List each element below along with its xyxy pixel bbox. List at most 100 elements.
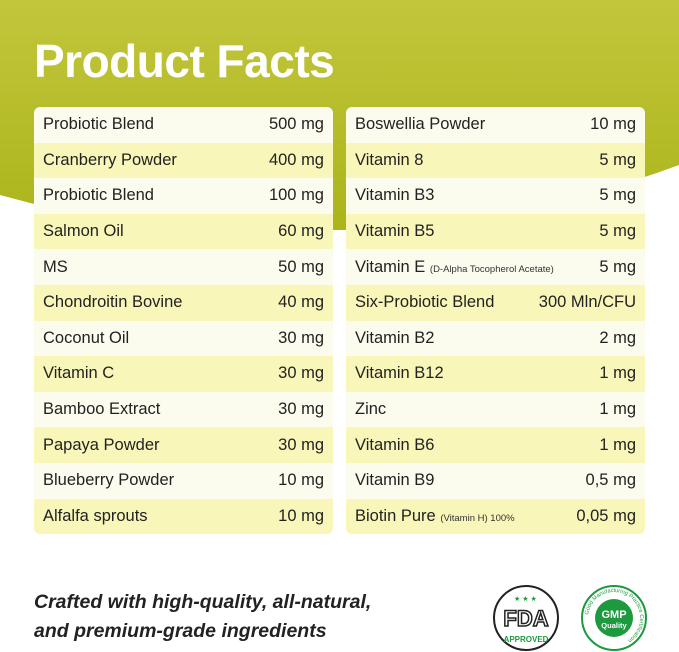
fda-mark: FDA [503,606,548,631]
gmp-label: Quality [601,621,627,630]
fact-row: Vitamin B2 2 mg [346,320,645,357]
ingredient-note: (D-Alpha Tocopherol Acetate) [429,263,554,275]
fda-approved-badge: ★ ★ ★ FDA APPROVED [493,585,559,651]
fact-row: Salmon Oil 60 mg [34,213,333,250]
ingredient-label: Probiotic Blend [43,115,154,134]
fact-row: Vitamin B9 0,5 mg [346,462,645,499]
badge-ring [493,585,559,651]
fact-row: Papaya Powder 30 mg [34,427,333,463]
ingredient-label: Probiotic Blend [43,186,154,205]
ingredient-name: Vitamin E (D-Alpha Tocopherol Acetate) [355,258,554,277]
fact-row: MS 50 mg [34,249,333,285]
ingredient-name: Vitamin B5 [355,222,435,241]
fact-row: Vitamin B12 1 mg [346,356,645,392]
ingredient-label: Chondroitin Bovine [43,293,183,312]
ingredient-name: Salmon Oil [43,222,124,241]
stars-icon: ★ ★ ★ [514,595,537,603]
ingredient-amount: 30 mg [278,328,324,347]
fda-status: APPROVED [504,635,549,644]
facts-table-left: Probiotic Blend 500 mg Cranberry Powder 400… [34,107,333,535]
fact-row: Vitamin B5 5 mg [346,213,645,250]
ingredient-label: Vitamin E [355,257,426,276]
fact-row: Bamboo Extract 30 mg [34,391,333,428]
ingredient-label: Vitamin 8 [355,150,424,169]
ingredient-name: Vitamin B6 [355,436,435,455]
ingredient-label: Salmon Oil [43,222,124,241]
ingredient-name: Vitamin B9 [355,471,435,490]
ingredient-name: Vitamin B3 [355,186,435,205]
fact-row: Vitamin B3 5 mg [346,178,645,214]
ingredient-amount: 10 mg [278,506,324,525]
ingredient-amount: 2 mg [599,328,636,347]
tagline-line-2: and premium-grade ingredients [34,620,327,642]
ingredient-label: Vitamin B12 [355,364,444,383]
fact-row: Coconut Oil 30 mg [34,320,333,357]
ingredient-name: Probiotic Blend [43,115,154,134]
ingredient-label: MS [43,257,68,276]
ingredient-label: Vitamin B6 [355,435,435,454]
ingredient-label: Alfalfa sprouts [43,506,148,525]
ingredient-label: Coconut Oil [43,328,130,347]
ingredient-note: (Vitamin H) 100% [440,512,515,524]
ingredient-name: Alfalfa sprouts [43,507,148,526]
gmp-quality-badge: Good Manufacturing Practice Certificatio… [581,585,647,651]
ingredient-name: Probiotic Blend [43,186,154,205]
ingredient-label: Vitamin B2 [355,328,435,347]
ingredient-amount: 100 mg [268,186,324,205]
fact-row: Vitamin B6 1 mg [346,427,645,463]
ingredient-name: Blueberry Powder [43,471,174,490]
ingredient-amount: 1 mg [599,400,636,419]
page-title: Product Facts [34,35,335,87]
ingredient-amount: 10 mg [278,471,324,490]
ingredient-name: Vitamin B2 [355,329,435,348]
ingredient-amount: 500 mg [268,115,324,134]
ingredient-label: Bamboo Extract [43,400,161,419]
fact-row: Boswellia Powder 10 mg [346,107,645,143]
ingredient-amount: 30 mg [278,400,324,419]
ingredient-name: Coconut Oil [43,329,129,348]
ingredient-amount: 1 mg [599,435,636,454]
fact-row: Vitamin 8 5 mg [346,142,645,179]
tagline-line-1: Crafted with high-quality, all-natural, [34,591,372,613]
ingredient-amount: 0,5 mg [585,471,636,490]
tagline: Crafted with high-quality, all-natural, … [34,588,371,646]
ingredient-name: Zinc [355,400,386,419]
fact-row: Alfalfa sprouts 10 mg [34,498,333,535]
ingredient-amount: 50 mg [278,257,324,276]
ingredient-amount: 5 mg [599,222,636,241]
ingredient-amount: 300 Mln/CFU [538,293,636,312]
ingredient-label: Cranberry Powder [43,150,177,169]
ingredient-label: Vitamin B5 [355,222,435,241]
ingredient-label: Vitamin C [43,364,115,383]
ingredient-amount: 5 mg [599,150,636,169]
ingredient-label: Vitamin B3 [355,186,435,205]
ingredient-amount: 10 mg [590,115,636,134]
ingredient-name: Vitamin B12 [355,364,444,383]
fact-row: Chondroitin Bovine 40 mg [34,284,333,321]
ingredient-name: Vitamin 8 [355,151,423,170]
ingredient-label: Papaya Powder [43,435,160,454]
ingredient-label: Vitamin B9 [355,471,435,490]
ingredient-amount: 5 mg [599,257,636,276]
ingredient-label: Zinc [355,400,387,419]
ingredient-amount: 60 mg [278,222,324,241]
ingredient-name: Cranberry Powder [43,151,177,170]
fact-row: Vitamin E (D-Alpha Tocopherol Acetate) 5 … [346,249,645,285]
ingredient-name: Chondroitin Bovine [43,293,182,312]
ingredient-name: Bamboo Extract [43,400,160,419]
ingredient-label: Boswellia Powder [355,115,486,134]
ingredient-name: Boswellia Powder [355,115,485,134]
ingredient-name: Biotin Pure (Vitamin H) 100% [355,507,515,526]
ingredient-amount: 40 mg [278,293,324,312]
ingredient-name: Six-Probiotic Blend [355,293,494,312]
badge-center [595,599,633,637]
ingredient-label: Biotin Pure [355,506,436,525]
fact-row: Probiotic Blend 500 mg [34,107,333,143]
gmp-mark: GMP [601,609,626,621]
ingredient-amount: 0,05 mg [576,506,636,525]
fact-row: Biotin Pure (Vitamin H) 100% 0,05 mg [346,498,645,535]
ingredient-amount: 30 mg [278,364,324,383]
ingredient-amount: 30 mg [278,435,324,454]
ingredient-amount: 1 mg [599,364,636,383]
